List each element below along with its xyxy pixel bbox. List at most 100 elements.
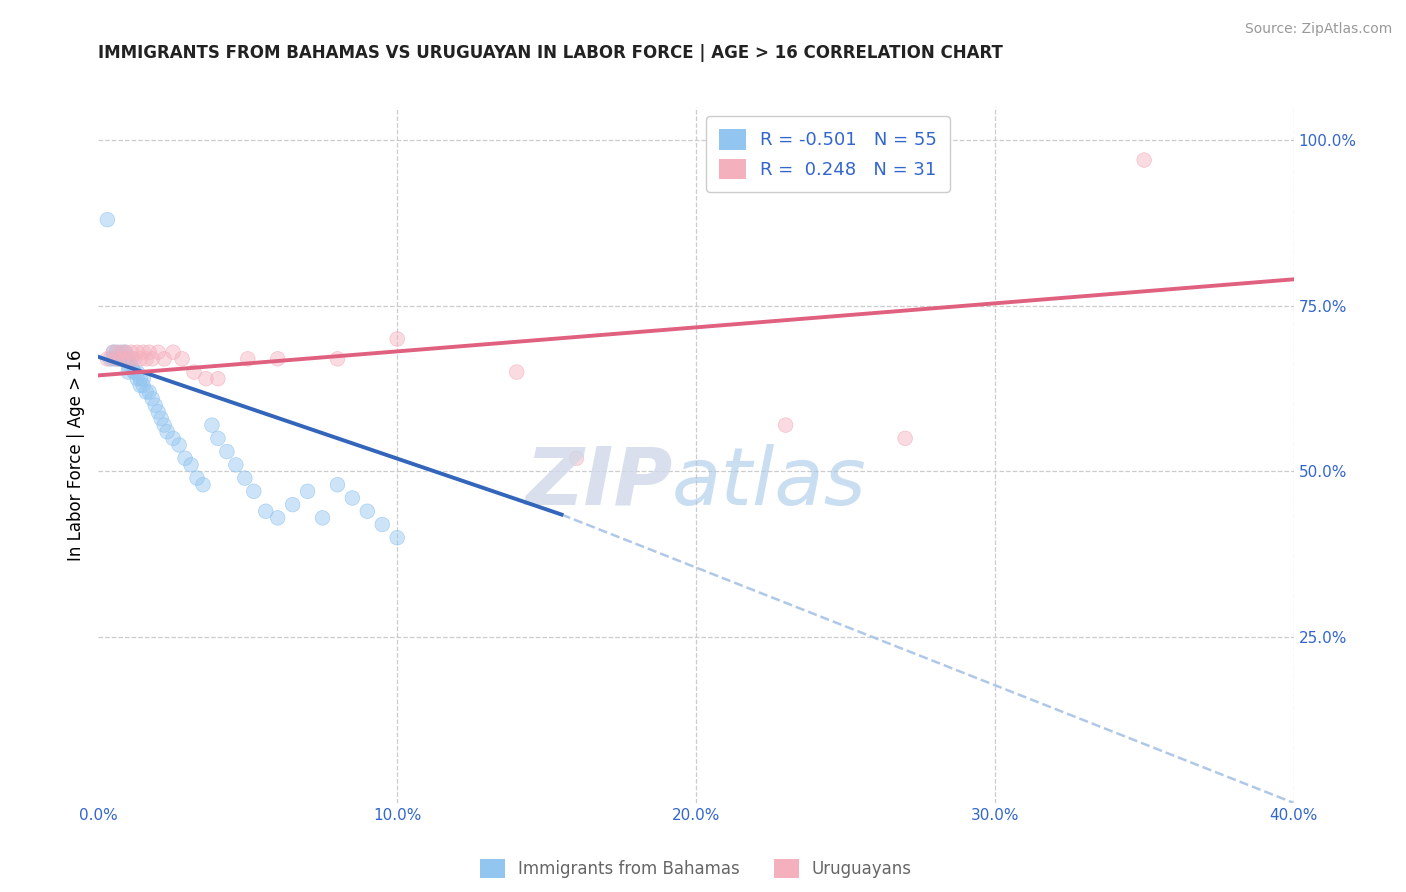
Point <box>135 384 157 399</box>
Point <box>129 372 152 386</box>
Point <box>153 351 176 366</box>
Point <box>342 491 364 505</box>
Point <box>172 351 194 366</box>
Point <box>371 517 394 532</box>
Point <box>100 351 122 366</box>
Point <box>195 372 218 386</box>
Point <box>105 351 128 366</box>
Point <box>162 345 184 359</box>
Point <box>153 351 176 366</box>
Point <box>114 345 136 359</box>
Point <box>267 351 290 366</box>
Point <box>326 477 349 491</box>
Point <box>124 365 146 379</box>
Point <box>148 345 170 359</box>
Point <box>180 458 202 472</box>
Point <box>129 372 152 386</box>
Point <box>153 418 176 433</box>
Point <box>243 484 266 499</box>
Point <box>108 351 131 366</box>
Point <box>132 372 155 386</box>
Point <box>108 351 131 366</box>
Point <box>267 351 290 366</box>
Point <box>108 351 131 366</box>
Point <box>135 351 157 366</box>
Point <box>111 345 134 359</box>
Text: atlas: atlas <box>672 443 868 522</box>
Point <box>120 345 142 359</box>
Point <box>124 365 146 379</box>
Point <box>111 351 134 366</box>
Point <box>117 351 139 366</box>
Point <box>311 511 333 525</box>
Point <box>297 484 319 499</box>
Point <box>117 351 139 366</box>
Point <box>207 431 229 445</box>
Point <box>894 431 917 445</box>
Y-axis label: In Labor Force | Age > 16: In Labor Force | Age > 16 <box>66 349 84 561</box>
Point <box>207 431 229 445</box>
Point <box>565 451 588 466</box>
Point <box>215 444 238 458</box>
Point <box>111 351 134 366</box>
Point <box>127 345 149 359</box>
Point <box>127 365 149 379</box>
Point <box>111 351 134 366</box>
Point <box>326 351 349 366</box>
Point <box>132 345 155 359</box>
Point <box>141 351 163 366</box>
Point <box>96 351 118 366</box>
Point <box>129 351 152 366</box>
Point <box>153 418 176 433</box>
Point <box>103 345 125 359</box>
Point <box>103 345 125 359</box>
Point <box>162 431 184 445</box>
Point <box>114 345 136 359</box>
Point <box>162 345 184 359</box>
Point <box>186 471 208 485</box>
Point <box>506 365 529 379</box>
Point <box>183 365 205 379</box>
Point <box>385 531 409 545</box>
Point <box>96 351 118 366</box>
Point <box>172 351 194 366</box>
Point <box>127 372 149 386</box>
Point <box>111 351 134 366</box>
Point <box>385 332 409 346</box>
Point <box>114 345 136 359</box>
Point <box>117 359 139 373</box>
Point <box>326 477 349 491</box>
Point <box>236 351 259 366</box>
Point <box>254 504 277 518</box>
Point <box>127 372 149 386</box>
Point <box>114 345 136 359</box>
Point <box>150 411 173 425</box>
Point <box>207 372 229 386</box>
Point <box>105 345 128 359</box>
Point <box>124 351 146 366</box>
Point <box>117 351 139 366</box>
Point <box>124 365 146 379</box>
Point <box>281 498 304 512</box>
Point <box>105 345 128 359</box>
Point <box>186 471 208 485</box>
Point <box>129 351 152 366</box>
Point <box>108 345 131 359</box>
Point <box>1133 153 1156 167</box>
Point <box>311 511 333 525</box>
Point <box>127 345 149 359</box>
Point <box>183 365 205 379</box>
Point <box>124 351 146 366</box>
Point <box>162 431 184 445</box>
Point <box>117 351 139 366</box>
Point <box>385 332 409 346</box>
Point <box>120 351 142 366</box>
Point <box>150 411 173 425</box>
Point <box>236 351 259 366</box>
Point <box>135 384 157 399</box>
Point <box>233 471 256 485</box>
Point <box>385 531 409 545</box>
Point <box>117 365 139 379</box>
Point <box>120 345 142 359</box>
Point <box>191 477 214 491</box>
